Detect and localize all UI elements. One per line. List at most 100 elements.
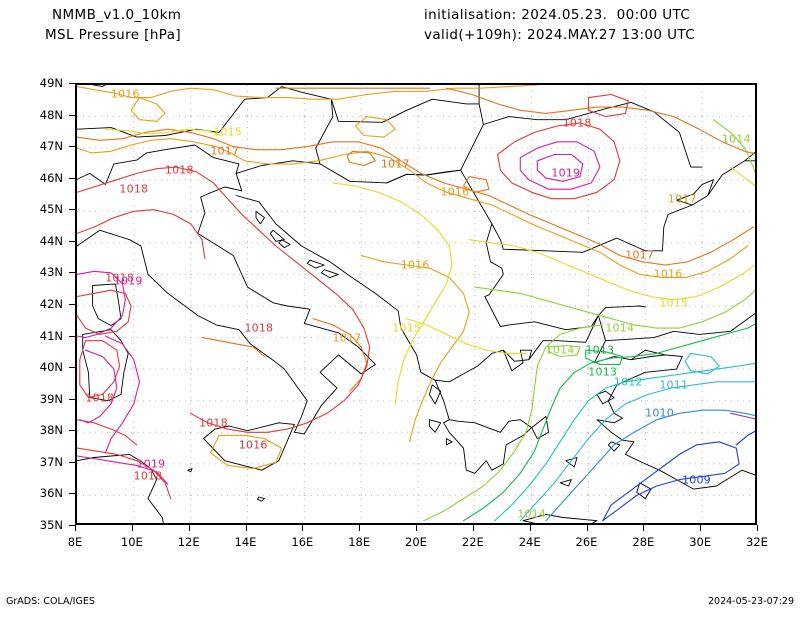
contour-value-label: 1009 [682,473,711,487]
y-axis-label: 48N [39,107,63,122]
initialisation-time-label: initialisation: 2024.05.23. 00:00 UTC [424,7,691,23]
contour-value-label: 1013 [585,343,615,357]
contour-value-label: 1017 [210,144,240,158]
x-axis-label: 10E [120,535,143,549]
y-axis-tick [69,114,75,116]
contour-value-label: 1014 [517,507,547,521]
y-axis-label: 39N [39,391,63,406]
y-axis-tick [69,525,75,526]
x-axis-tick [359,525,361,531]
x-axis-tick [757,525,758,531]
contour-value-label: 1019 [551,166,581,180]
x-axis-tick [188,525,190,531]
render-timestamp-label: 2024-05-23-07:29 [707,596,794,607]
contour-value-label: 1014 [605,321,635,335]
contour-value-label: 1013 [588,365,618,379]
contour-value-label: 1015 [659,296,689,310]
contour-value-label: 1019 [136,457,166,471]
y-axis-label: 41N [39,328,63,343]
y-axis-label: 43N [39,265,63,280]
y-axis-tick [69,177,75,179]
x-axis-tick [700,525,702,531]
field-name-label: MSL Pressure [hPa] [45,27,182,43]
x-axis-label: 12E [177,535,200,549]
x-axis-label: 32E [746,535,768,549]
x-axis-label: 26E [575,535,598,549]
y-axis-label: 36N [39,486,63,501]
contour-value-label: 1014 [721,132,751,146]
y-axis-label: 47N [39,139,63,154]
x-axis-label: 8E [67,535,83,549]
y-axis-tick [69,240,75,242]
contour-plot: 1016 1015 1017 1018 1018 1017 1016 1018 1019 1017… [40,76,768,549]
contour-value-label: 1018 [244,321,274,335]
x-axis-label: 16E [291,535,314,549]
x-axis-tick [643,525,645,531]
y-axis-tick [69,430,75,432]
valid-time-label: valid(+109h): 2024.MAY.27 13:00 UTC [424,27,696,43]
contour-value-label: 1018 [562,116,592,130]
y-axis-tick [69,398,75,400]
y-axis-tick [69,83,75,84]
x-axis-tick [416,525,417,531]
x-axis-label: 28E [632,535,655,549]
contour-value-label: 1019 [113,274,143,288]
contour-value-label: 1015 [213,125,242,139]
y-axis-tick [69,335,75,337]
contour-value-label: 1015 [392,321,422,335]
y-axis-label: 37N [39,454,63,469]
contour-value-label: 1014 [545,343,575,357]
y-axis-tick [69,209,75,211]
x-axis-tick [302,525,304,531]
x-axis-label: 20E [405,535,427,549]
model-name-label: NMMB_v1.0_10km [52,7,182,23]
x-axis-label: 14E [234,535,257,549]
contour-value-label: 1016 [238,438,268,452]
source-label: GrADS: COLA/IGES [6,596,95,607]
x-axis-tick [245,525,247,531]
contour-value-label: 1018 [164,163,194,177]
contour-value-label: 1017 [332,331,362,345]
x-axis-label: 30E [689,535,712,549]
y-axis-label: 45N [39,202,63,217]
contour-value-label: 1016 [440,185,470,199]
y-axis-tick [69,304,75,305]
x-axis-tick [586,525,588,531]
contour-value-label: 1016 [110,87,140,101]
contour-value-label: 1016 [653,267,683,281]
y-axis-tick [69,493,75,495]
contour-and-coastline-layer [77,85,755,523]
x-axis-tick [472,525,474,531]
y-axis-label: 40N [39,360,63,375]
contour-value-label: 1018 [105,271,135,285]
plot-frame: 1016 1015 1017 1018 1018 1017 1016 1018 1019 1017… [75,83,757,525]
x-axis-tick [529,525,531,531]
contour-value-label: 1018 [85,391,115,405]
contour-value-label: 1018 [119,182,149,196]
contour-value-label: 1018 [133,469,163,483]
y-axis-label: 44N [39,233,63,248]
y-axis-tick [69,146,75,148]
contour-value-label: 1016 [400,258,430,272]
x-axis-tick [131,525,133,531]
x-axis-label: 22E [461,535,484,549]
x-axis-label: 24E [518,535,541,549]
contour-value-label: 1018 [198,416,228,430]
y-axis-label: 46N [39,170,63,185]
x-axis-label: 18E [348,535,371,549]
contour-value-label: 1017 [667,192,697,206]
y-axis-label: 35N [39,518,63,532]
y-axis-tick [69,367,75,369]
y-axis-label: 38N [39,423,63,438]
contour-value-label: 1011 [659,378,689,392]
contour-value-label: 1017 [625,248,655,262]
y-axis-tick [69,461,75,463]
contour-value-label: 1017 [380,157,410,171]
y-axis-tick [69,272,75,274]
contour-value-label: 1010 [645,406,674,420]
grid-layer [77,85,755,523]
y-axis-label: 42N [39,297,63,311]
y-axis-label: 49N [39,76,63,90]
x-axis-tick [75,525,76,531]
